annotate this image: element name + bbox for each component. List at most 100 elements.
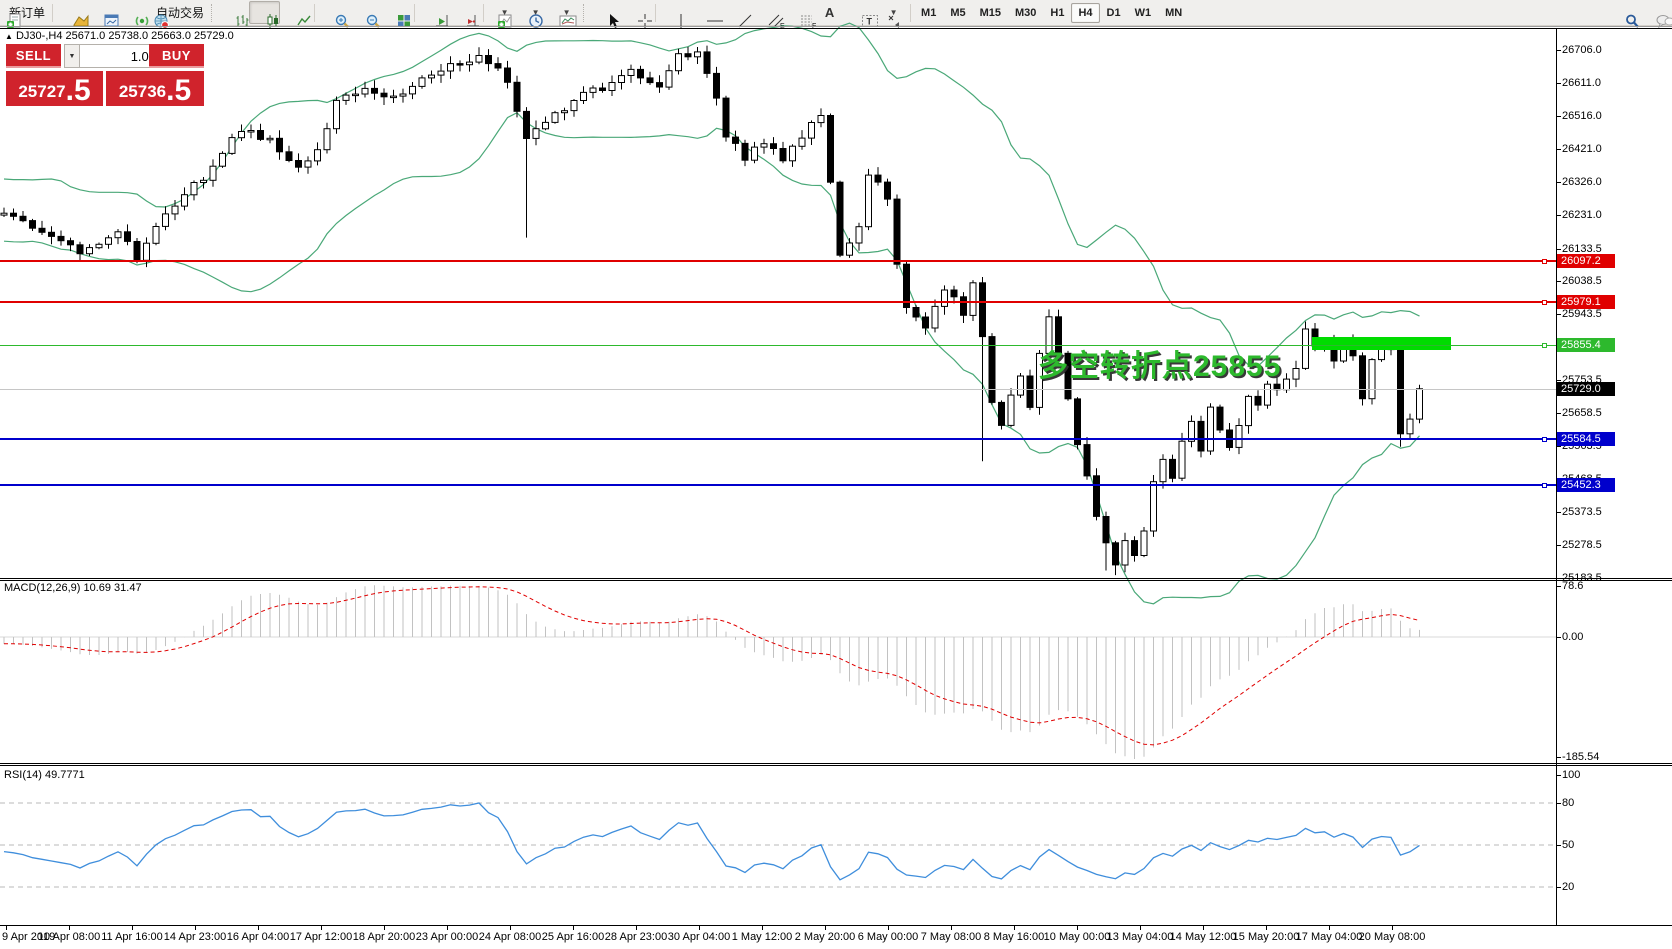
volume-decrease-button[interactable]: ▼ [64,44,80,68]
pivot-annotation-text[interactable]: 多空转折点25855 [1038,350,1282,383]
buy-button[interactable]: BUY [149,44,204,68]
signals-button[interactable] [118,1,149,26]
buy-price[interactable]: 25736.5 [106,71,204,106]
line-chart-button[interactable] [280,1,311,25]
candle-body [0,212,8,216]
candle-body [779,148,787,162]
charts-button[interactable] [87,1,119,26]
level-handle-pivot[interactable] [1542,343,1547,348]
time-tick-label: 23 Apr 00:00 [415,931,479,943]
rsi-tick-label: 80 [1562,797,1575,809]
time-tick-label: 14 Apr 23:00 [163,931,227,943]
level-line-resistance-1[interactable] [0,260,1556,262]
level-line-support-1[interactable] [0,438,1556,440]
candle-body [893,198,901,265]
fibonacci-button[interactable]: F [783,1,816,30]
timeframe-M5[interactable]: M5 [950,6,966,19]
time-tick-label: 17 Apr 12:00 [289,931,353,943]
highlight-rectangle[interactable] [1312,337,1451,350]
candle-body [836,181,844,256]
level-handle-resistance-1[interactable] [1542,259,1547,264]
candle-body [1359,355,1366,400]
chat-button[interactable] [1639,1,1672,28]
search-button[interactable] [1608,1,1639,28]
timeframe-H4[interactable]: H4 [1071,2,1100,23]
periods-button[interactable]: ▼ [518,1,549,28]
zoom-in-button[interactable] [318,1,349,28]
candle-body [694,51,701,58]
time-tick-mark [321,926,322,930]
separator [414,3,416,22]
buy-price-pip: .5 [166,74,192,107]
time-tick-label: 28 Apr 23:00 [604,931,668,943]
candle-body [551,112,559,123]
price-tick-mark [1556,116,1561,117]
bar-chart-button[interactable] [218,1,249,27]
cursor-button[interactable] [590,1,621,28]
level-line-pivot[interactable] [0,344,1556,346]
profiles-button[interactable] [56,1,89,26]
zoom-out-button[interactable] [349,1,380,28]
sell-button[interactable]: SELL [6,44,61,68]
timeframe-M30[interactable]: M30 [1015,6,1037,19]
horizontal-line-button[interactable] [690,1,723,24]
timeframe-M1[interactable]: M1 [921,6,937,19]
timeframe-H1[interactable]: H1 [1050,6,1065,19]
ohlc-high: 25738.0 [108,30,149,42]
candle-body [998,401,1005,426]
sell-price[interactable]: 25727.5 [6,71,103,106]
equidistant-channel-button[interactable]: E [752,1,785,30]
rsi-pane[interactable] [0,766,1556,925]
dropdown-caret: ▼ [889,8,898,17]
pane-separator[interactable] [0,578,1672,579]
timeframe-MN[interactable]: MN [1165,6,1183,19]
main-price-pane[interactable] [0,22,1556,605]
macd-pane[interactable] [0,580,1556,763]
level-handle-support-2[interactable] [1542,483,1547,488]
bollinger-lower-band [3,111,1420,605]
text-label-letter: T [866,16,872,26]
chart-shift-button[interactable] [449,1,480,26]
level-line-support-2[interactable] [0,484,1556,486]
separator [655,3,657,22]
level-handle-resistance-2[interactable] [1542,300,1547,305]
tile-windows-button[interactable] [380,1,411,27]
timeframe-D1[interactable]: D1 [1106,6,1121,19]
candle-body [456,63,464,66]
new-order-button[interactable]: 新订单 [2,1,49,28]
rsi-tick-mark [1556,887,1561,888]
vertical-line-button[interactable] [659,1,690,28]
text-label-button[interactable]: T [845,1,878,27]
candle-body [561,110,568,114]
candle-body [190,182,198,196]
candle-body [162,213,169,227]
price-tick-mark [1556,314,1561,315]
pane-separator[interactable] [0,763,1672,764]
auto-scroll-button[interactable] [418,1,449,26]
shapes-button[interactable]: ▼ [876,1,907,28]
crosshair-button[interactable] [621,1,652,28]
ohlc-open: 25671.0 [65,30,106,42]
price-tick-mark [1556,380,1561,381]
candle-chart-button[interactable] [249,1,281,28]
indicators-button[interactable]: ▼ [487,1,518,28]
time-tick-mark [951,926,952,930]
timeframe-M15[interactable]: M15 [979,6,1001,19]
candle-body [219,152,226,167]
auto-trading-button[interactable]: 自动交易 [149,1,208,29]
time-tick-label: 30 Apr 04:00 [667,931,731,943]
price-tick-mark [1556,281,1561,282]
pane-separator[interactable] [0,580,1672,581]
timeframe-W1[interactable]: W1 [1134,6,1152,19]
pane-separator[interactable] [0,765,1672,766]
text-button[interactable]: A [814,1,845,24]
level-handle-support-1[interactable] [1542,437,1547,442]
candle-body [1026,375,1034,408]
trendline-button[interactable] [721,1,752,27]
candle-body [542,121,549,130]
price-tick-mark [1556,50,1561,51]
level-line-resistance-2[interactable] [0,301,1556,303]
templates-button[interactable]: ▼ [549,1,580,26]
candle-body [713,72,720,99]
candle-body [504,67,511,83]
